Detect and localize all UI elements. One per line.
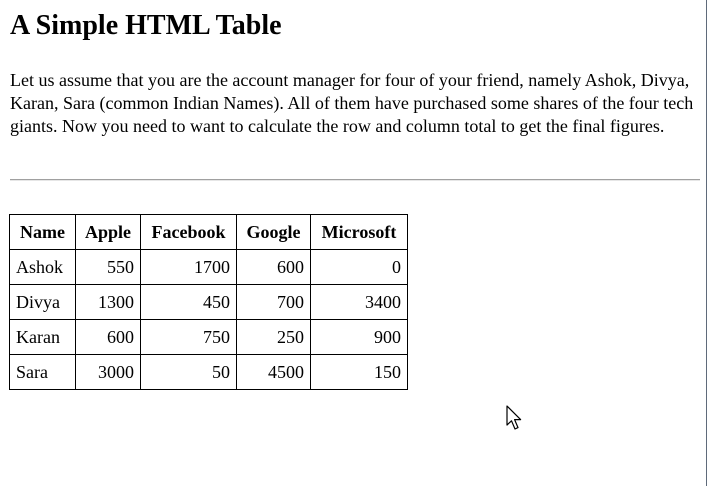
table-row: Ashok 550 1700 600 0	[9, 249, 408, 285]
table-row: Divya 1300 450 700 3400	[9, 284, 408, 320]
header-name: Name	[9, 214, 76, 250]
arrow-cursor-icon	[506, 405, 524, 431]
cell-apple: 550	[75, 249, 141, 285]
cell-name: Divya	[9, 284, 76, 320]
cell-facebook: 750	[140, 319, 237, 355]
cell-name: Ashok	[9, 249, 76, 285]
cell-microsoft: 150	[310, 354, 408, 390]
cell-apple: 3000	[75, 354, 141, 390]
arrow-cursor-icon-graphic	[506, 405, 522, 430]
shares-table: Name Apple Facebook Google Microsoft Ash…	[9, 214, 408, 390]
table-row: Karan 600 750 250 900	[9, 319, 408, 355]
cell-apple: 600	[75, 319, 141, 355]
window-right-edge	[706, 0, 711, 486]
cell-microsoft: 900	[310, 319, 408, 355]
cell-facebook: 50	[140, 354, 237, 390]
cell-microsoft: 3400	[310, 284, 408, 320]
header-facebook: Facebook	[140, 214, 237, 250]
intro-paragraph: Let us assume that you are the account m…	[10, 70, 694, 136]
cell-google: 250	[236, 319, 311, 355]
page-title: A Simple HTML Table	[10, 10, 282, 41]
cell-name: Karan	[9, 319, 76, 355]
cell-name: Sara	[9, 354, 76, 390]
cell-google: 700	[236, 284, 311, 320]
header-google: Google	[236, 214, 311, 250]
header-apple: Apple	[75, 214, 141, 250]
cell-apple: 1300	[75, 284, 141, 320]
horizontal-rule	[10, 179, 700, 181]
cell-google: 4500	[236, 354, 311, 390]
table-header-row: Name Apple Facebook Google Microsoft	[9, 214, 408, 250]
cell-facebook: 1700	[140, 249, 237, 285]
header-microsoft: Microsoft	[310, 214, 408, 250]
table-row: Sara 3000 50 4500 150	[9, 354, 408, 390]
cell-microsoft: 0	[310, 249, 408, 285]
cell-facebook: 450	[140, 284, 237, 320]
cell-google: 600	[236, 249, 311, 285]
